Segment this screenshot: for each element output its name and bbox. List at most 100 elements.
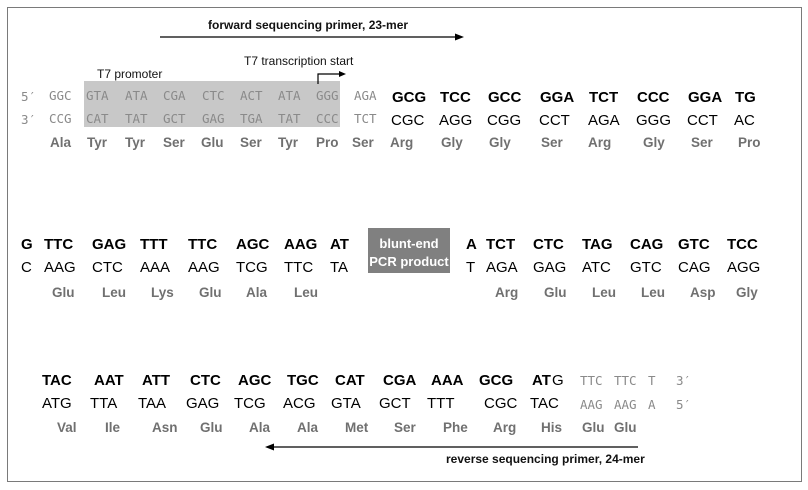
amino-acid: Ser xyxy=(352,135,374,150)
codon: CTC xyxy=(202,88,225,103)
codon: AC xyxy=(734,112,755,129)
codon: TTT xyxy=(140,236,168,253)
codon: CTC xyxy=(92,259,123,276)
codon: AT xyxy=(532,372,551,389)
t7-promoter-label: T7 promoter xyxy=(97,67,163,81)
amino-acid: Ala xyxy=(50,135,72,150)
pcr-product-label: PCR product xyxy=(369,254,449,269)
codon: GCT xyxy=(379,395,411,412)
codon: GGG xyxy=(636,112,672,129)
amino-acid: Ser xyxy=(541,135,563,150)
codon: ATG xyxy=(42,395,72,412)
amino-acid: Ser xyxy=(163,135,185,150)
codon: TCC xyxy=(440,89,471,106)
codon: TTA xyxy=(90,395,118,412)
amino-acid: Gly xyxy=(441,135,463,150)
codon: AGC xyxy=(238,372,272,389)
amino-acid: Leu xyxy=(641,285,666,300)
codon: ATT xyxy=(142,372,171,389)
amino-acid: Val xyxy=(57,420,77,435)
codon: A xyxy=(648,397,656,412)
amino-acid: Ala xyxy=(246,285,268,300)
amino-acid: Glu xyxy=(614,420,637,435)
forward-primer-arrow xyxy=(160,33,464,41)
codon: TTC xyxy=(580,373,603,388)
codon: CGC xyxy=(484,395,518,412)
amino-acid: Tyr xyxy=(278,135,299,150)
amino-acid: Arg xyxy=(495,285,519,300)
amino-acid: Gly xyxy=(489,135,511,150)
t7-transcription-start-arrow xyxy=(317,71,346,84)
five-prime-end: 5′ xyxy=(21,89,37,104)
codon: AAG xyxy=(188,259,220,276)
codon: CCC xyxy=(316,111,339,126)
amino-acid: Ser xyxy=(394,420,416,435)
codon: TCT xyxy=(354,111,377,126)
amino-acid: Glu xyxy=(582,420,605,435)
codon: AAG xyxy=(284,236,318,253)
codon: TTC xyxy=(614,373,637,388)
amino-acid: Glu xyxy=(200,420,223,435)
codon: TCC xyxy=(727,236,758,253)
codon: GAG xyxy=(533,259,567,276)
codon: TTC xyxy=(284,259,314,276)
codon: AGG xyxy=(727,259,761,276)
codon: AAA xyxy=(431,372,464,389)
codon: CGA xyxy=(163,88,186,103)
codon: TAC xyxy=(42,372,72,389)
codon: GCC xyxy=(488,89,522,106)
codon: AAA xyxy=(140,259,171,276)
codon: GTC xyxy=(678,236,710,253)
codon: CCC xyxy=(637,89,670,106)
three-prime-end: 3′ xyxy=(21,112,37,127)
blunt-end-label: blunt-end xyxy=(379,236,439,251)
codon: TCG xyxy=(236,259,268,276)
codon: CGA xyxy=(383,372,417,389)
codon: GTA xyxy=(331,395,361,412)
codon: TA xyxy=(330,259,349,276)
codon: AGG xyxy=(439,112,473,129)
codon: TGC xyxy=(287,372,319,389)
codon: TAC xyxy=(530,395,559,412)
amino-acid: Glu xyxy=(52,285,75,300)
amino-acid: Met xyxy=(345,420,369,435)
codon: A xyxy=(466,236,477,253)
amino-acid: Arg xyxy=(390,135,414,150)
codon: AAG xyxy=(44,259,76,276)
amino-acid: Arg xyxy=(588,135,612,150)
amino-acid: Glu xyxy=(199,285,222,300)
amino-acid: Ala xyxy=(249,420,271,435)
codon: ACT xyxy=(240,88,263,103)
codon: GTC xyxy=(630,259,662,276)
codon: TCT xyxy=(486,236,516,253)
amino-acid: Asp xyxy=(690,285,716,300)
amino-acid: Arg xyxy=(493,420,517,435)
codon: CGG xyxy=(487,112,522,129)
codon: GCT xyxy=(163,111,186,126)
codon: ATA xyxy=(278,88,301,103)
codon: TAT xyxy=(278,111,301,126)
codon: GAG xyxy=(202,111,225,126)
amino-acid: His xyxy=(541,420,563,435)
codon: CAG xyxy=(630,236,664,253)
codon: AAG xyxy=(614,397,637,412)
codon: TTT xyxy=(427,395,455,412)
codon: TCG xyxy=(234,395,266,412)
amino-acid: Tyr xyxy=(125,135,146,150)
amino-acid: Lys xyxy=(151,285,174,300)
amino-acid: Ile xyxy=(105,420,121,435)
codon: TTC xyxy=(188,236,218,253)
codon: GCG xyxy=(392,89,427,106)
amino-acid: Leu xyxy=(294,285,319,300)
amino-acid: Pro xyxy=(738,135,761,150)
reverse-primer-arrow xyxy=(265,443,638,451)
amino-acid: Tyr xyxy=(87,135,108,150)
codon: TG xyxy=(735,89,756,106)
codon: GTA xyxy=(86,88,109,103)
codon: GAG xyxy=(92,236,127,253)
codon: CCT xyxy=(539,112,570,129)
codon: AGA xyxy=(486,259,518,276)
five-prime-tail-end: 5′ xyxy=(676,397,692,412)
codon: GCG xyxy=(479,372,514,389)
